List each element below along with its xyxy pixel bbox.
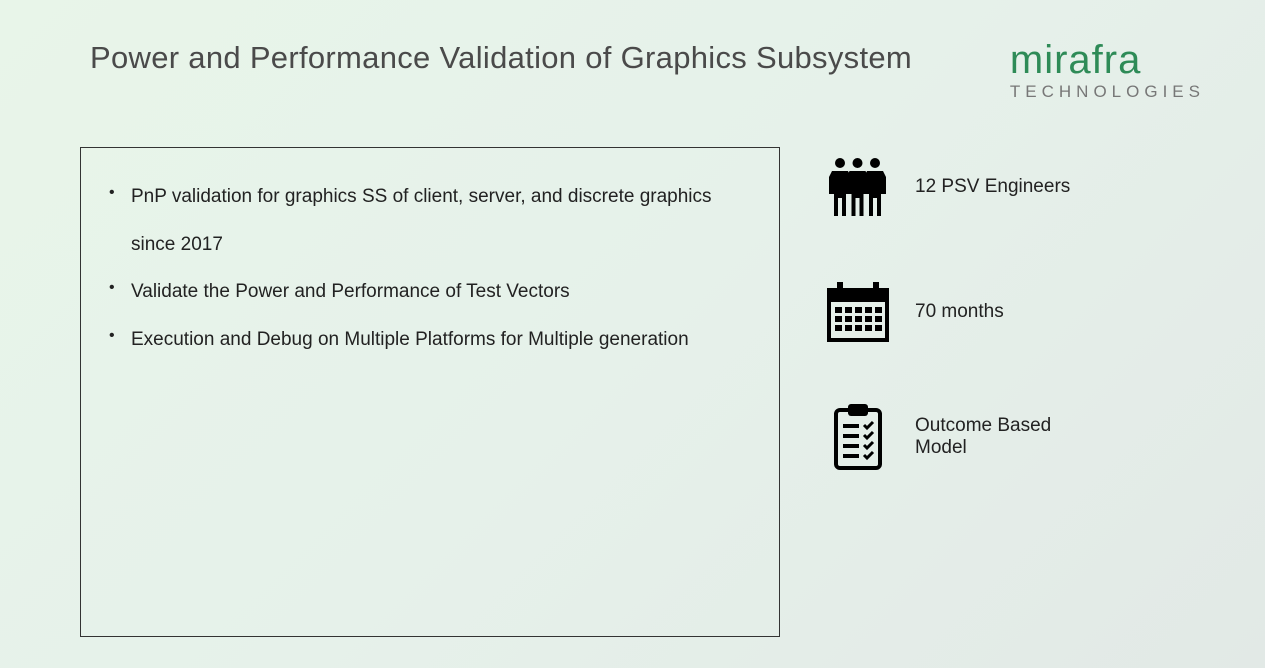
- bullet-item: Validate the Power and Performance of Te…: [91, 268, 749, 316]
- calendar-icon: [820, 277, 895, 347]
- header: Power and Performance Validation of Grap…: [0, 0, 1265, 102]
- content-area: PnP validation for graphics SS of client…: [0, 102, 1265, 637]
- stat-label: 12 PSV Engineers: [915, 176, 1070, 198]
- page-title: Power and Performance Validation of Grap…: [90, 40, 912, 76]
- logo: mirafra TECHNOLOGIES: [1010, 40, 1205, 102]
- people-icon: [820, 152, 895, 222]
- bullet-list: PnP validation for graphics SS of client…: [91, 173, 749, 363]
- stat-model: Outcome Based Model: [820, 402, 1095, 472]
- clipboard-icon: [820, 402, 895, 472]
- bullet-item: PnP validation for graphics SS of client…: [91, 173, 749, 268]
- logo-sub-text: TECHNOLOGIES: [1010, 82, 1205, 102]
- stats-column: 12 PSV Engineers 70 months: [820, 147, 1095, 637]
- stat-label: Outcome Based Model: [915, 415, 1095, 459]
- stat-label: 70 months: [915, 301, 1004, 323]
- stat-months: 70 months: [820, 277, 1095, 347]
- logo-main-text: mirafra: [1010, 40, 1205, 80]
- stat-engineers: 12 PSV Engineers: [820, 152, 1095, 222]
- bullet-item: Execution and Debug on Multiple Platform…: [91, 316, 749, 364]
- bullet-box: PnP validation for graphics SS of client…: [80, 147, 780, 637]
